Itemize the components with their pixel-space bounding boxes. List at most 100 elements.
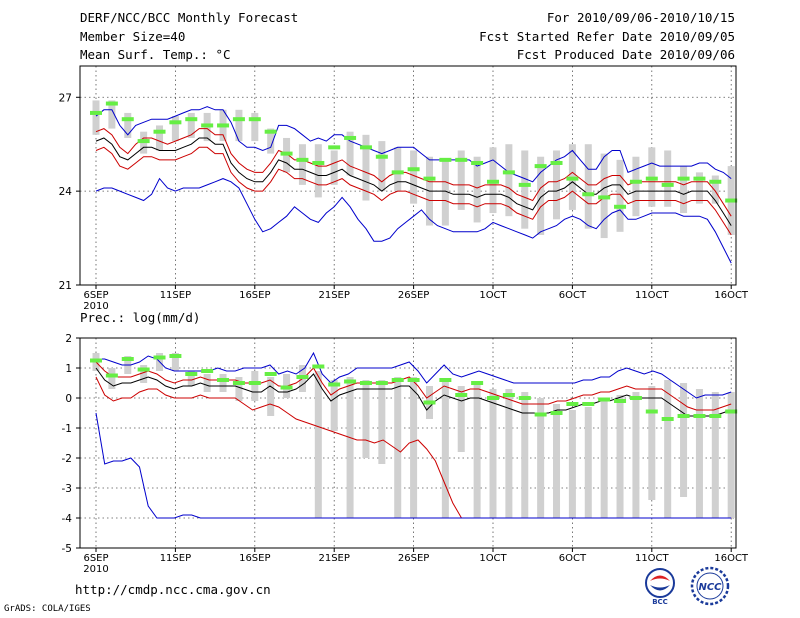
temp-min-line xyxy=(95,177,732,264)
temp-box xyxy=(124,112,132,138)
prec-xtick-label: 11SEP xyxy=(160,553,191,564)
prec-observed-marker xyxy=(471,381,484,385)
source-url[interactable]: http://cmdp.ncc.cma.gov.cn xyxy=(75,582,271,597)
temp-observed-marker xyxy=(312,160,325,165)
temp-box xyxy=(298,144,306,185)
prec-observed-marker xyxy=(90,358,102,363)
temp-box xyxy=(441,159,449,226)
prec-box xyxy=(203,374,211,392)
temp-observed-marker xyxy=(725,198,738,203)
temp-box xyxy=(616,159,624,232)
prec-observed-marker xyxy=(661,417,674,421)
temp-xtick-label: 1OCT xyxy=(479,290,507,301)
prec-box xyxy=(187,371,195,386)
prec-box xyxy=(553,404,561,518)
temp-box xyxy=(711,175,719,204)
prec-panel: 6SEP 11SEP 16SEP 21SEP 26SEP 1OCT 6OCT 11OCT 16O… xyxy=(62,333,749,575)
temp-box xyxy=(680,166,688,214)
temp-box xyxy=(632,156,640,217)
temp-box xyxy=(521,150,529,229)
prec-observed-marker xyxy=(359,381,372,385)
temp-upper-line xyxy=(95,128,732,217)
prec-observed-marker xyxy=(312,364,325,369)
temp-xtick-label: 11OCT xyxy=(635,290,670,301)
prec-box xyxy=(267,377,275,416)
prec-box xyxy=(394,377,402,518)
temp-observed-marker xyxy=(614,204,627,209)
temp-box xyxy=(235,109,243,142)
temp-xtick-label: 6OCT xyxy=(559,290,587,301)
temp-observed-marker xyxy=(264,129,277,134)
temp-observed-marker xyxy=(709,179,722,184)
prec-xtick-label: 11OCT xyxy=(635,553,670,564)
temp-box xyxy=(473,156,481,223)
prec-observed-marker xyxy=(391,378,404,382)
temp-observed-marker xyxy=(502,170,515,175)
prec-observed-marker xyxy=(105,373,118,378)
prec-box xyxy=(140,365,148,383)
temp-xtick-label: 16OCT xyxy=(714,290,749,301)
prec-ytick-label: 1 xyxy=(65,363,72,375)
temp-box xyxy=(267,128,275,154)
temp-observed-marker xyxy=(375,154,388,159)
forecast-range: For 2010/09/06-2010/10/15 xyxy=(546,10,735,25)
temp-lower-line xyxy=(95,146,732,236)
prec-box xyxy=(108,368,116,389)
temp-box xyxy=(695,172,703,204)
prec-observed-marker xyxy=(264,372,277,376)
prec-xtick-label: 6OCT xyxy=(559,553,587,564)
temp-frame xyxy=(79,65,737,286)
temp-observed-marker xyxy=(217,123,230,128)
temp-observed-marker xyxy=(296,157,309,162)
prec-box xyxy=(584,407,592,518)
prec-observed-marker xyxy=(137,367,150,372)
temp-box xyxy=(330,150,338,185)
prec-box xyxy=(457,386,465,452)
prec-box xyxy=(505,389,513,518)
prec-xtick-label: 6SEP xyxy=(83,553,108,564)
prec-box xyxy=(219,374,227,392)
prec-box xyxy=(695,389,703,518)
prec-observed-marker xyxy=(582,402,595,406)
prec-ytick-label: -5 xyxy=(62,543,72,555)
chart-title: DERF/NCC/BCC Monthly Forecast xyxy=(80,10,299,25)
prec-ytick-label: -3 xyxy=(62,483,72,495)
temp-observed-marker xyxy=(121,117,134,122)
temp-observed-marker xyxy=(677,176,690,181)
prec-box xyxy=(171,353,179,371)
temp-box xyxy=(457,150,465,210)
prec-observed-marker xyxy=(502,393,515,397)
temp-observed-marker xyxy=(344,135,357,140)
prec-box xyxy=(489,389,497,518)
prec-observed-marker xyxy=(169,354,182,358)
prec-box xyxy=(727,392,735,518)
prec-ytick-label: 0 xyxy=(65,393,72,405)
prec-box xyxy=(410,377,418,518)
prec-box xyxy=(378,380,386,464)
prec-xtick-label: 16OCT xyxy=(714,553,749,564)
temp-xtick-label: 6SEP xyxy=(83,290,108,301)
temp-observed-marker xyxy=(90,110,102,115)
ncc-logo-text: NCC xyxy=(698,582,722,593)
temp-observed-marker xyxy=(534,164,547,169)
prec-observed-marker xyxy=(629,396,642,400)
temp-ytick-label: 27 xyxy=(59,92,72,104)
temp-observed-marker xyxy=(407,167,420,172)
prec-box xyxy=(235,377,243,401)
member-size: Member Size=40 xyxy=(80,29,186,44)
temp-box xyxy=(553,150,561,220)
temp-max-line xyxy=(95,106,732,183)
temp-box xyxy=(92,100,100,135)
temp-ytick-label: 24 xyxy=(59,186,73,198)
temp-observed-marker xyxy=(232,117,245,122)
prec-observed-marker xyxy=(280,385,293,390)
temp-box xyxy=(584,144,592,229)
temp-observed-marker xyxy=(137,139,150,144)
prec-box xyxy=(362,380,370,458)
temp-observed-marker xyxy=(566,176,579,181)
temp-observed-marker xyxy=(455,157,468,162)
bcc-logo-text: BCC xyxy=(652,598,668,606)
temp-observed-marker xyxy=(185,117,198,122)
temp-box xyxy=(187,112,195,138)
